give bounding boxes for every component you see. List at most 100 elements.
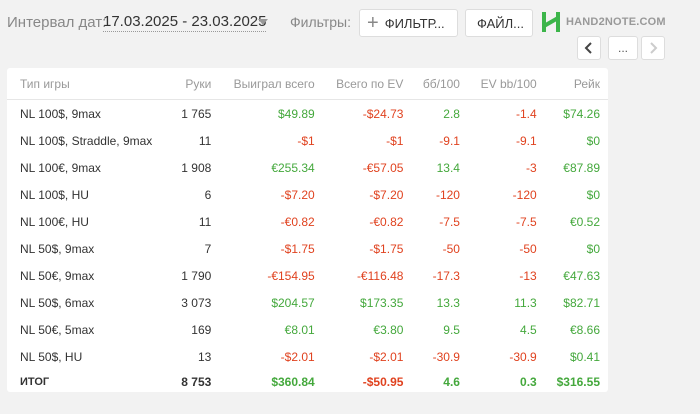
cell-game-type: NL 50$, 9max bbox=[20, 241, 95, 256]
cell-ev-bb100: -3 bbox=[526, 160, 537, 175]
cell-rake: €47.63 bbox=[563, 268, 600, 283]
cell-hands: 8 753 bbox=[181, 374, 212, 389]
prev-page-button[interactable] bbox=[577, 36, 601, 60]
cell-rake: €8.66 bbox=[569, 322, 600, 337]
cell-game-type: NL 100€, 9max bbox=[20, 160, 101, 175]
cell-hands: 3 073 bbox=[181, 295, 212, 310]
cell-game-type: NL 100€, HU bbox=[20, 214, 89, 229]
cell-bb100: 2.8 bbox=[443, 106, 460, 121]
cell-bb100: -7.5 bbox=[439, 214, 460, 229]
stats-table: Тип игры Руки Выиграл всего Всего по EV бб/1… bbox=[7, 68, 608, 393]
cell-rake: $0 bbox=[586, 133, 600, 148]
stats-card: Тип игры Руки Выиграл всего Всего по EV бб/1… bbox=[7, 68, 608, 392]
cell-bb100: -17.3 bbox=[432, 268, 460, 283]
cell-game-type: NL 50$, HU bbox=[20, 349, 83, 364]
plus-icon: + bbox=[367, 12, 379, 34]
add-filter-button[interactable]: + ФИЛЬТР... bbox=[359, 9, 458, 37]
logo-text: HAND2NOTE.COM bbox=[566, 16, 666, 28]
table-row[interactable]: NL 100€, 9max 1 908 €255.34 -€57.05 13.4 -3 €8… bbox=[7, 154, 608, 181]
column-header-game-type[interactable]: Тип игры bbox=[7, 68, 171, 100]
cell-bb100: 13.4 bbox=[436, 160, 460, 175]
column-header-ev-bb100[interactable]: EV bb/100 bbox=[467, 68, 545, 100]
file-button[interactable]: ФАЙЛ... bbox=[465, 9, 533, 37]
hand2note-logo: HAND2NOTE.COM bbox=[541, 11, 666, 33]
column-header-ev-total[interactable]: Всего по EV bbox=[322, 68, 412, 100]
column-header-won-total[interactable]: Выиграл всего bbox=[219, 68, 323, 100]
table-row[interactable]: NL 100$, Straddle, 9max 11 -$1 -$1 -9.1 -9.1 $… bbox=[7, 127, 608, 154]
table-row[interactable]: NL 50$, HU 13 -$2.01 -$2.01 -30.9 -30.9 $0.41 bbox=[7, 343, 608, 370]
cell-won-total: $360.84 bbox=[271, 374, 315, 389]
table-header-row: Тип игры Руки Выиграл всего Всего по EV бб/1… bbox=[7, 68, 608, 100]
cell-ev-bb100: -50 bbox=[519, 241, 537, 256]
table-row[interactable]: NL 100$, 9max 1 765 $49.89 -$24.73 2.8 -1.4 $7… bbox=[7, 100, 608, 128]
cell-ev-bb100: 0.3 bbox=[520, 374, 537, 389]
cell-won-total: €8.01 bbox=[284, 322, 315, 337]
cell-won-total: €255.34 bbox=[271, 160, 315, 175]
chevron-right-icon bbox=[650, 42, 658, 54]
h2n-logo-icon bbox=[542, 12, 560, 32]
table-row[interactable]: NL 50$, 6max 3 073 $204.57 $173.35 13.3 11.3 $… bbox=[7, 289, 608, 316]
cell-bb100: -9.1 bbox=[439, 133, 460, 148]
cell-ev-bb100: -7.5 bbox=[516, 214, 537, 229]
cell-ev-total: -$2.01 bbox=[369, 349, 404, 364]
date-interval-selector[interactable]: 17.03.2025 - 23.03.2025 bbox=[103, 13, 267, 32]
cell-hands: 6 bbox=[204, 187, 212, 202]
cell-hands: 11 bbox=[198, 133, 212, 148]
cell-rake: $0.41 bbox=[569, 349, 600, 364]
column-header-rake[interactable]: Рейк bbox=[544, 68, 608, 100]
cell-rake: €87.89 bbox=[563, 160, 600, 175]
cell-ev-bb100: -1.4 bbox=[516, 106, 537, 121]
cell-ev-total: -$1 bbox=[386, 133, 404, 148]
cell-rake: $82.71 bbox=[563, 295, 600, 310]
column-header-bb100[interactable]: бб/100 bbox=[411, 68, 468, 100]
cell-ev-bb100: -13 bbox=[519, 268, 537, 283]
column-header-hands[interactable]: Руки bbox=[170, 68, 220, 100]
cell-ev-total: -$7.20 bbox=[369, 187, 404, 202]
table-row[interactable]: NL 50€, 9max 1 790 -€154.95 -€116.48 -17.3 -1… bbox=[7, 262, 608, 289]
cell-game-type: NL 100$, HU bbox=[20, 187, 89, 202]
cell-ev-bb100: 4.5 bbox=[520, 322, 537, 337]
cell-hands: 1 790 bbox=[181, 268, 212, 283]
cell-bb100: -50 bbox=[442, 241, 460, 256]
table-row[interactable]: NL 50$, 9max 7 -$1.75 -$1.75 -50 -50 $0 bbox=[7, 235, 608, 262]
cell-ev-total: -$1.75 bbox=[369, 241, 404, 256]
next-page-button[interactable] bbox=[641, 36, 665, 60]
add-filter-label: ФИЛЬТР... bbox=[384, 15, 445, 31]
chevron-down-icon[interactable] bbox=[258, 19, 268, 25]
cell-won-total: -€0.82 bbox=[280, 214, 315, 229]
chevron-left-icon bbox=[584, 42, 592, 54]
cell-hands: 1 908 bbox=[181, 160, 212, 175]
table-row[interactable]: NL 50€, 5max 169 €8.01 €3.80 9.5 4.5 €8.66 bbox=[7, 316, 608, 343]
cell-hands: 1 765 bbox=[181, 106, 212, 121]
cell-game-type: NL 100$, 9max bbox=[20, 106, 101, 121]
more-button[interactable]: ... bbox=[608, 36, 638, 60]
cell-game-type: ИТОГ bbox=[20, 375, 50, 388]
cell-hands: 13 bbox=[197, 349, 212, 364]
cell-won-total: -€154.95 bbox=[267, 268, 315, 283]
cell-bb100: 4.6 bbox=[443, 374, 460, 389]
cell-won-total: -$1.75 bbox=[280, 241, 315, 256]
filters-label: Фильтры: bbox=[290, 14, 351, 30]
cell-ev-bb100: -30.9 bbox=[509, 349, 537, 364]
cell-ev-total: €3.80 bbox=[373, 322, 404, 337]
table-row[interactable]: NL 100$, HU 6 -$7.20 -$7.20 -120 -120 $0 bbox=[7, 181, 608, 208]
cell-hands: 169 bbox=[191, 322, 212, 337]
cell-ev-total: -€0.82 bbox=[369, 214, 404, 229]
cell-won-total: $204.57 bbox=[271, 295, 315, 310]
cell-ev-total: -$50.95 bbox=[362, 374, 404, 389]
toolbar: Интервал дат: 17.03.2025 - 23.03.2025 Фи… bbox=[0, 0, 700, 60]
cell-game-type: NL 100$, Straddle, 9max bbox=[20, 133, 153, 148]
cell-bb100: 9.5 bbox=[443, 322, 460, 337]
cell-won-total: -$7.20 bbox=[280, 187, 315, 202]
cell-hands: 7 bbox=[204, 241, 212, 256]
cell-won-total: -$1 bbox=[297, 133, 315, 148]
cell-game-type: NL 50€, 9max bbox=[20, 268, 95, 283]
cell-game-type: NL 50$, 6max bbox=[20, 295, 95, 310]
cell-ev-total: $173.35 bbox=[360, 295, 404, 310]
table-total-row[interactable]: ИТОГ 8 753 $360.84 -$50.95 4.6 0.3 $316.55 bbox=[7, 370, 608, 393]
cell-ev-total: -€116.48 bbox=[356, 268, 404, 283]
table-row[interactable]: NL 100€, HU 11 -€0.82 -€0.82 -7.5 -7.5 €0.52 bbox=[7, 208, 608, 235]
cell-ev-bb100: -9.1 bbox=[516, 133, 537, 148]
cell-game-type: NL 50€, 5max bbox=[20, 322, 95, 337]
cell-bb100: -30.9 bbox=[432, 349, 460, 364]
